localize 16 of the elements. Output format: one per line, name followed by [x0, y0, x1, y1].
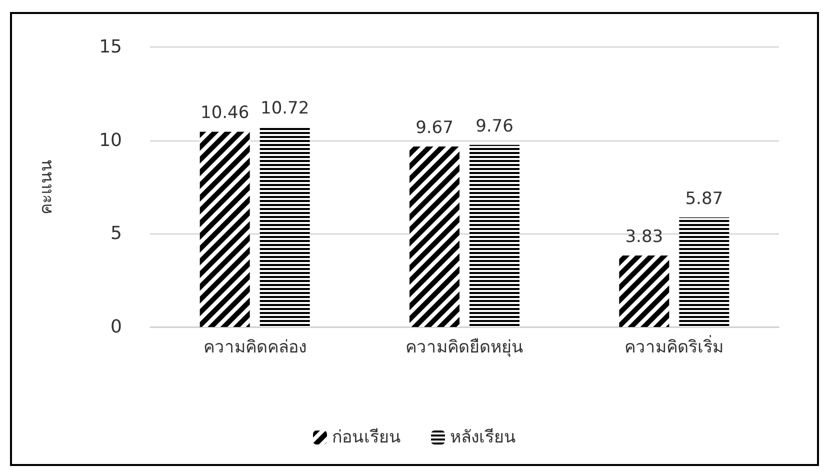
data-label: 10.72: [260, 98, 310, 118]
legend-label: หลังเรียน: [450, 428, 516, 448]
y-axis-title: คะแนน: [36, 160, 56, 214]
y-tick-label: 5: [110, 223, 122, 244]
data-label: 10.46: [200, 103, 250, 124]
y-tick-label: 10: [99, 130, 122, 151]
data-label: 9.67: [416, 118, 454, 138]
data-label: 5.87: [685, 188, 724, 209]
x-tick-label: ความคิดคล่อง: [203, 338, 306, 358]
y-tick-label: 15: [99, 36, 122, 58]
legend-label: ก่อนเรียน: [332, 428, 401, 448]
y-tick-label: 0: [110, 316, 122, 338]
data-label: 9.76: [476, 116, 514, 136]
x-tick-label: ความคิดริเริ่ม: [624, 334, 724, 358]
data-label: 3.83: [625, 227, 664, 248]
x-tick-label: ความคิดยืดหยุ่น: [406, 338, 524, 358]
